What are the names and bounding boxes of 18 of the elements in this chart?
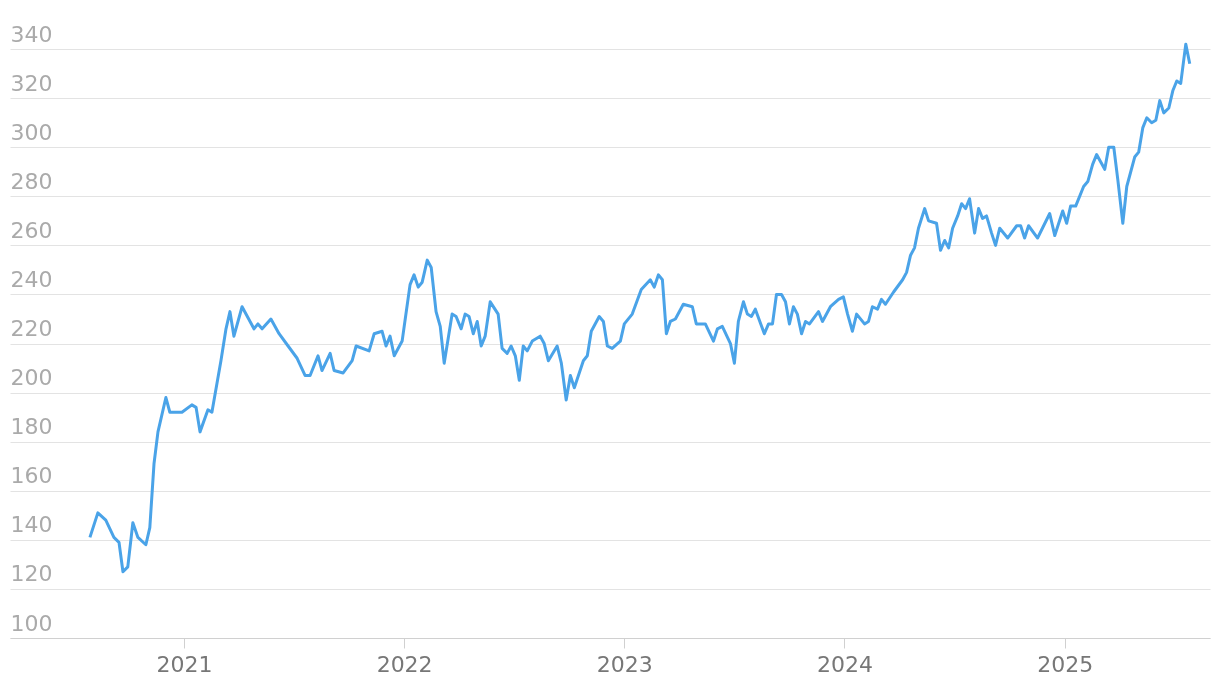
y-tick-label: 140 [10, 512, 53, 538]
y-tick-label: 100 [10, 610, 53, 636]
y-tick-label: 120 [10, 561, 53, 587]
x-tick-label: 2025 [1037, 651, 1094, 677]
y-tick-label: 240 [10, 266, 53, 292]
y-tick-label: 300 [10, 119, 53, 145]
y-tick-label: 160 [10, 463, 53, 489]
x-tick-label: 2021 [156, 651, 213, 677]
y-tick-label: 320 [10, 70, 53, 96]
y-tick-label: 340 [10, 21, 53, 47]
x-tick-label: 2023 [596, 651, 653, 677]
y-tick-label: 200 [10, 365, 53, 391]
y-tick-label: 260 [10, 217, 53, 243]
y-tick-label: 220 [10, 316, 53, 342]
x-tick-label: 2024 [817, 651, 873, 677]
x-tick-label: 2022 [376, 651, 433, 677]
y-tick-label: 180 [10, 414, 53, 440]
y-tick-label: 280 [10, 168, 53, 194]
